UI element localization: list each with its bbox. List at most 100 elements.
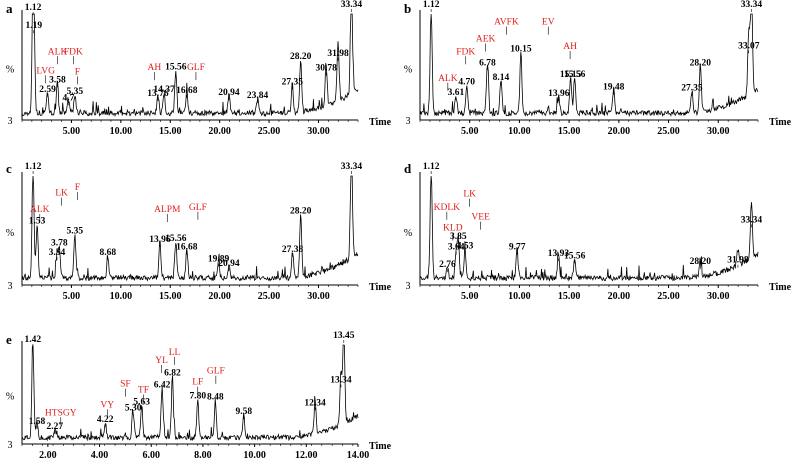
x-tick-label: 14.00 <box>347 450 370 461</box>
peak-retention-label: 10.15 <box>510 45 532 55</box>
peptide-annotation: HTSGY <box>45 408 77 418</box>
x-tick-label: 10.00 <box>508 126 531 137</box>
panel-label: a <box>6 1 13 16</box>
peak-retention-label: 1.12 <box>25 162 42 172</box>
peak-retention-label: 6.82 <box>164 369 181 379</box>
peptide-annotation: ALK <box>30 205 50 215</box>
peak-retention-label: 5.30 <box>125 403 142 413</box>
peptide-annotation: GLF <box>207 367 225 377</box>
peak-retention-label: 2.59 <box>39 85 56 95</box>
x-tick-label: 20.00 <box>608 126 631 137</box>
peak-retention-label: 20.94 <box>218 259 240 269</box>
peptide-annotation: KDLK <box>434 203 461 213</box>
peak-retention-label: 31.98 <box>327 49 349 59</box>
x-tick-label: 25.00 <box>258 126 281 137</box>
peak-retention-label: 27.35 <box>282 77 304 87</box>
x-tick-label: 15.00 <box>159 291 182 302</box>
peak-retention-label: 19.89 <box>208 255 230 265</box>
x-tick-label: 30.00 <box>707 291 730 302</box>
x-tick-label: 20.00 <box>208 126 231 137</box>
peptide-annotation: SF <box>120 380 131 390</box>
peak-retention-label: 3.58 <box>49 75 66 85</box>
chromatogram-trace <box>419 175 759 282</box>
x-tick-label: 15.00 <box>558 291 581 302</box>
peptide-annotation: AVFK <box>494 18 519 28</box>
peak-retention-label: 13.76 <box>147 89 169 99</box>
y-min-label: 3 <box>8 116 13 127</box>
y-min-label: 3 <box>8 440 13 451</box>
y-axis-label: % <box>404 228 412 239</box>
x-tick-label: 5.00 <box>461 291 479 302</box>
chromatogram-trace <box>419 13 759 118</box>
y-axis-label: % <box>6 391 14 402</box>
peak-retention-label: 2.27 <box>47 422 64 432</box>
peak-retention-label: 13.45 <box>333 331 355 341</box>
x-tick-label: 4.00 <box>91 450 109 461</box>
peak-retention-label: 3.61 <box>448 88 465 98</box>
peak-retention-label: 15.56 <box>564 70 586 80</box>
peptide-annotation: TF <box>138 386 149 396</box>
peak-retention-label: 13.93 <box>548 249 570 259</box>
peak-retention-label: 28.20 <box>290 52 312 62</box>
x-tick-label: 25.00 <box>657 126 680 137</box>
x-tick-label: 5.00 <box>63 291 81 302</box>
x-axis-label: Time <box>769 282 792 293</box>
peak-retention-label: 4.70 <box>458 77 475 87</box>
x-tick-label: 10.00 <box>110 291 133 302</box>
peptide-annotation: LL <box>169 348 181 358</box>
peak-retention-label: 4.7 <box>63 93 75 103</box>
x-tick-label: 5.00 <box>461 126 479 137</box>
peptide-annotation: AH <box>563 42 577 52</box>
peak-retention-label: 1.42 <box>25 335 42 345</box>
peak-retention-label: 28.20 <box>690 257 712 267</box>
peak-retention-label: 28.20 <box>690 58 712 68</box>
peak-retention-label: 5.35 <box>67 87 84 97</box>
peak-retention-label: 15.15 <box>560 70 582 80</box>
peak-retention-label: 16.68 <box>176 243 198 253</box>
peak-retention-label: 28.20 <box>290 207 312 217</box>
x-axis-label: Time <box>369 282 392 293</box>
peak-retention-label: 33.34 <box>741 0 763 10</box>
peptide-annotation: GLF <box>187 63 205 73</box>
peptide-annotation: LK <box>463 190 476 200</box>
peak-retention-label: 5.35 <box>67 226 84 236</box>
panel-label: c <box>6 161 12 176</box>
chromatogram-trace <box>21 175 359 282</box>
peak-retention-label: 4.53 <box>457 242 474 252</box>
peak-retention-label: 20.94 <box>218 88 240 98</box>
panel-label: b <box>404 1 411 16</box>
y-axis-label: % <box>404 64 412 75</box>
peak-retention-label: 19.48 <box>603 83 625 93</box>
peak-retention-label: 13.96 <box>548 89 570 99</box>
peak-retention-label: 4.22 <box>97 415 114 425</box>
x-tick-label: 15.00 <box>159 126 182 137</box>
x-tick-label: 20.00 <box>608 291 631 302</box>
peak-retention-label: 9.77 <box>509 243 526 253</box>
peak-retention-label: 1.53 <box>29 217 46 227</box>
peptide-annotation: GLF <box>189 203 207 213</box>
x-tick-label: 10.00 <box>508 291 531 302</box>
peak-retention-label: 33.34 <box>341 0 363 10</box>
peptide-annotation: F <box>75 183 80 193</box>
peptide-annotation: VEE <box>471 213 490 223</box>
y-axis-label: % <box>6 64 14 75</box>
peak-retention-label: 8.48 <box>207 392 224 402</box>
peak-retention-label: 33.34 <box>741 215 763 225</box>
peak-retention-label: 33.34 <box>341 162 363 172</box>
x-tick-label: 12.00 <box>295 450 318 461</box>
peak-retention-label: 3.54 <box>49 248 66 258</box>
panel-label: d <box>404 161 412 176</box>
peptide-annotation: F <box>75 67 80 77</box>
peak-retention-label: 13.34 <box>330 376 352 386</box>
chromatogram-trace <box>21 344 359 442</box>
chart-panel-c: c% 3 5.00 10.00 15.00 20.00 25.00 30.00 Time 1.12… <box>6 161 392 302</box>
peak-retention-label: 1.12 <box>423 162 440 172</box>
peak-retention-label: 3.85 <box>450 232 467 242</box>
peak-retention-label: 16.68 <box>176 86 198 96</box>
peak-retention-label: 1.12 <box>423 0 440 10</box>
peak-retention-label: 15.56 <box>165 63 187 73</box>
x-tick-label: 6.00 <box>142 450 160 461</box>
chart-panel-b: b% 3 5.00 10.00 15.00 20.00 25.00 30.00 Time 1.12… <box>404 0 792 137</box>
peak-retention-label: 3.78 <box>51 238 68 248</box>
